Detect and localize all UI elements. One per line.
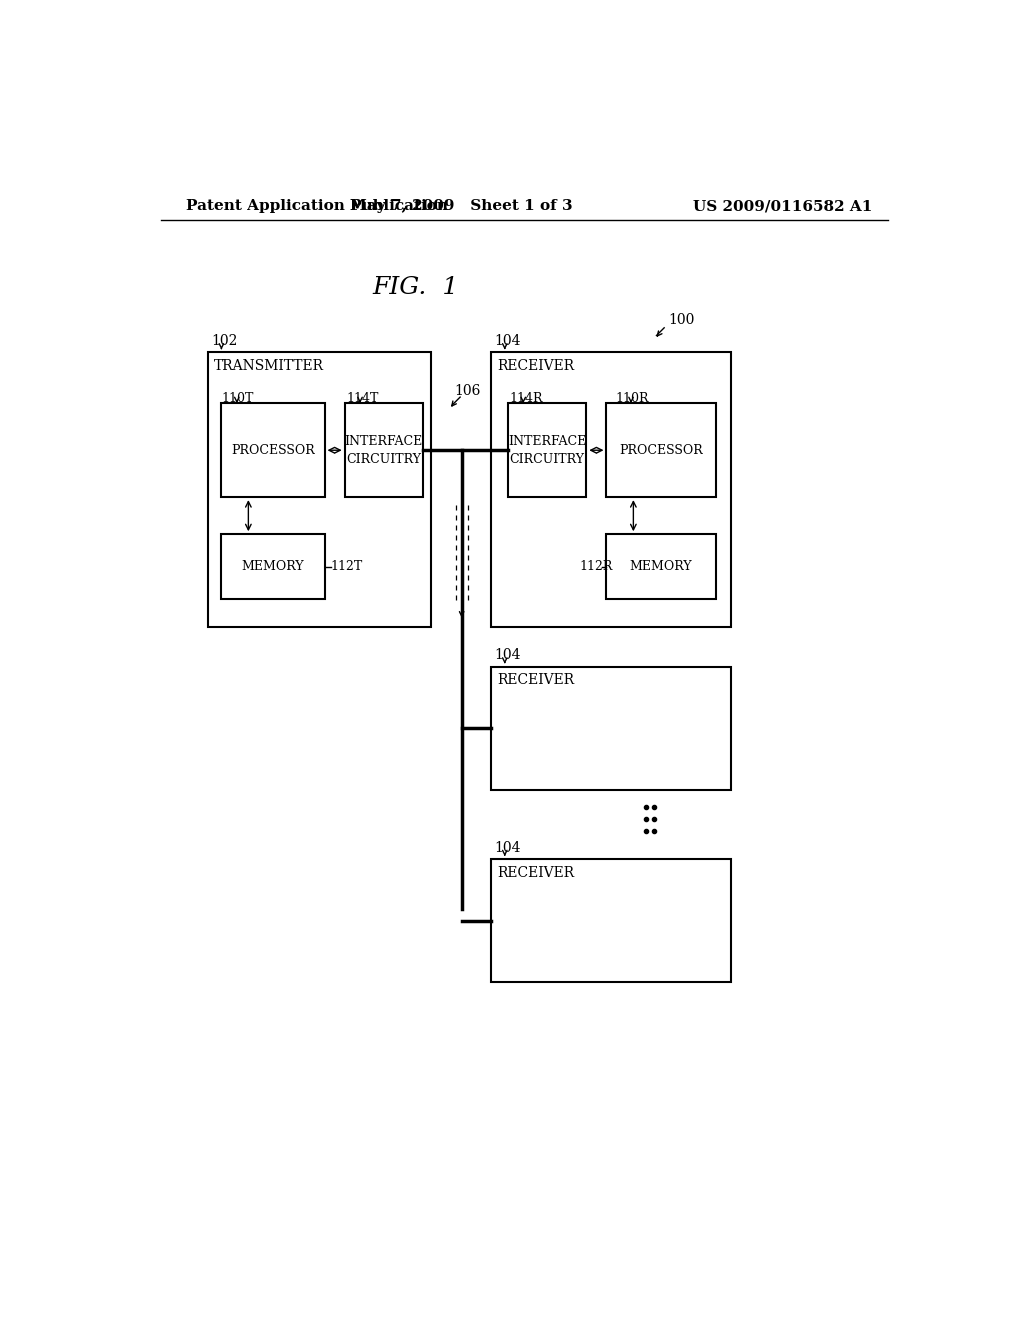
Bar [221, 404, 325, 498]
Text: INTERFACE
CIRCUITRY: INTERFACE CIRCUITRY [508, 434, 587, 466]
Text: 112R: 112R [580, 560, 612, 573]
Text: RECEIVER: RECEIVER [497, 673, 574, 688]
Text: 106: 106 [454, 384, 480, 397]
Text: INTERFACE
CIRCUITRY: INTERFACE CIRCUITRY [345, 434, 423, 466]
Text: 114R: 114R [509, 392, 543, 405]
Text: 104: 104 [495, 334, 521, 348]
Text: MEMORY: MEMORY [630, 560, 692, 573]
Text: TRANSMITTER: TRANSMITTER [214, 359, 324, 374]
Bar [490, 667, 731, 789]
Text: May 7, 2009   Sheet 1 of 3: May 7, 2009 Sheet 1 of 3 [350, 199, 573, 213]
Text: 104: 104 [495, 648, 521, 663]
Text: FIG.  1: FIG. 1 [373, 276, 459, 300]
Text: RECEIVER: RECEIVER [497, 866, 574, 880]
Text: PROCESSOR: PROCESSOR [231, 444, 315, 457]
Text: PROCESSOR: PROCESSOR [620, 444, 702, 457]
Text: 114T: 114T [346, 392, 379, 405]
Text: RECEIVER: RECEIVER [497, 359, 574, 374]
Bar [221, 535, 325, 599]
Text: US 2009/0116582 A1: US 2009/0116582 A1 [692, 199, 872, 213]
Bar [606, 535, 716, 599]
Text: 102: 102 [211, 334, 238, 348]
Text: 110T: 110T [221, 392, 254, 405]
Text: 104: 104 [495, 841, 521, 854]
Bar [490, 859, 731, 982]
Text: 110R: 110R [615, 392, 649, 405]
Bar [606, 404, 716, 498]
Bar [490, 352, 731, 627]
Text: 112T: 112T [331, 560, 364, 573]
Bar [208, 352, 431, 627]
Text: 100: 100 [668, 313, 694, 327]
Text: Patent Application Publication: Patent Application Publication [186, 199, 449, 213]
Bar [508, 404, 587, 498]
Text: MEMORY: MEMORY [242, 560, 304, 573]
Bar [345, 404, 423, 498]
